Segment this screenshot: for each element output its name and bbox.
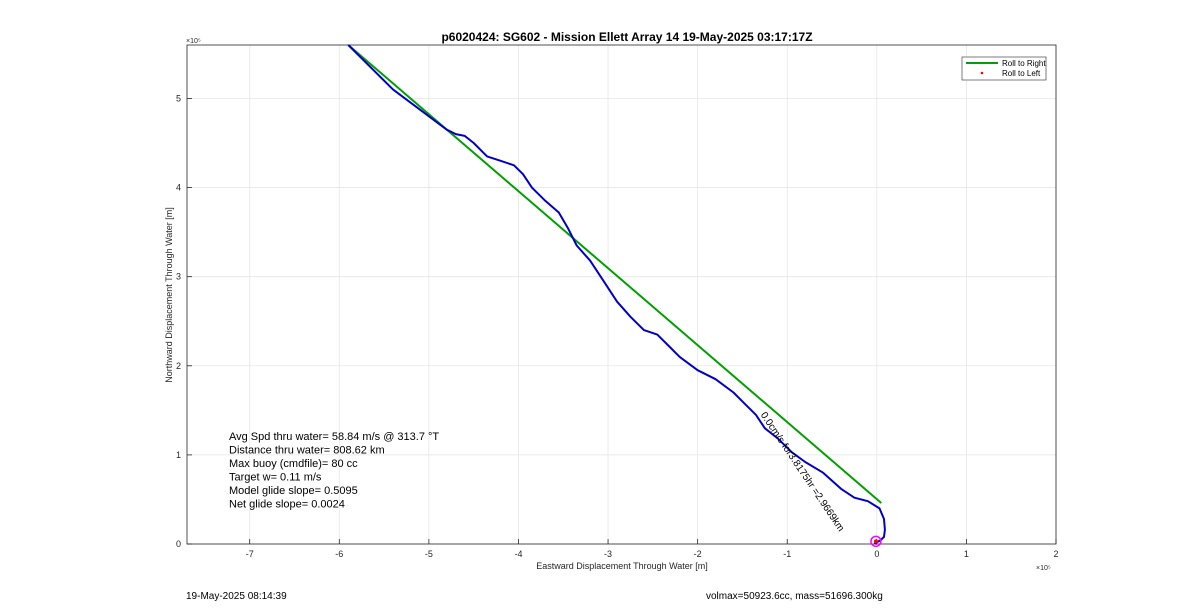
y-axis-label: Northward Displacement Through Water [m] — [164, 207, 174, 383]
x-tick-label: -4 — [514, 549, 522, 559]
x-tick-label: 1 — [964, 549, 969, 559]
y-tick-label: 0 — [176, 539, 181, 549]
y-tick-label: 5 — [176, 93, 181, 103]
x-tick-label: -1 — [783, 549, 791, 559]
legend-label-roll-left: Roll to Left — [1002, 69, 1041, 78]
x-tick-label: 2 — [1053, 549, 1058, 559]
legend-label-roll-right: Roll to Right — [1002, 59, 1046, 68]
footer-timestamp: 19-May-2025 08:14:39 — [186, 591, 287, 602]
y-tick-label: 4 — [176, 183, 181, 193]
y-tick-label: 2 — [176, 361, 181, 371]
data-series — [347, 44, 886, 548]
y-tick-label: 1 — [176, 450, 181, 460]
x-tick-label: -7 — [246, 549, 254, 559]
axis-ticks: -7 -6 -5 -4 -3 -2 -1 0 1 2 0 1 2 3 4 5 — [176, 93, 1059, 559]
stats-line: Max buoy (cmdfile)= 80 cc — [229, 458, 358, 470]
trace-annotation: 0.0cm/s for3.8175hr =2.9669km — [758, 410, 846, 533]
legend-swatch-roll-left — [980, 71, 984, 75]
stats-line: Net glide slope= 0.0024 — [229, 499, 345, 511]
footer-mass-info: volmax=50923.6cc, mass=51696.300kg — [706, 591, 883, 602]
stats-line: Model glide slope= 0.5095 — [229, 485, 358, 497]
x-tick-label: -3 — [604, 549, 612, 559]
chart-title: p6020424: SG602 - Mission Ellett Array 1… — [441, 30, 812, 44]
stats-line: Distance thru water= 808.62 km — [229, 445, 385, 457]
y-tick-label: 3 — [176, 272, 181, 282]
x-tick-label: -2 — [694, 549, 702, 559]
x-tick-label: 0 — [874, 549, 879, 559]
stats-line: Target w= 0.11 m/s — [229, 472, 322, 484]
x-tick-label: -5 — [425, 549, 433, 559]
plot-area — [186, 44, 1057, 545]
y-axis-exponent: ×10⁵ — [186, 38, 201, 45]
series-track-line — [347, 44, 886, 545]
stats-line: Avg Spd thru water= 58.84 m/s @ 313.7 °T — [229, 431, 439, 443]
legend: Roll to Right Roll to Left — [961, 56, 1046, 81]
start-marker — [870, 535, 882, 548]
x-axis-label: Eastward Displacement Through Water [m] — [536, 561, 708, 571]
x-tick-label: -6 — [335, 549, 343, 559]
x-axis-exponent: ×10⁵ — [1036, 565, 1051, 572]
stats-annotations: Avg Spd thru water= 58.84 m/s @ 313.7 °T… — [229, 431, 439, 511]
roll-left-point — [873, 539, 878, 544]
